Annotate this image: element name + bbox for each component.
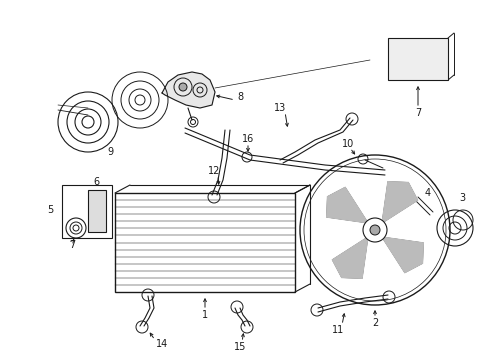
Polygon shape <box>332 237 368 278</box>
Text: 14: 14 <box>156 339 168 349</box>
Bar <box>88 190 106 232</box>
Text: 13: 13 <box>274 103 286 113</box>
Text: 12: 12 <box>208 166 220 176</box>
Text: 15: 15 <box>234 342 246 352</box>
Circle shape <box>179 83 187 91</box>
Polygon shape <box>382 182 417 223</box>
Text: 1: 1 <box>202 310 208 320</box>
Circle shape <box>370 225 380 235</box>
Text: 10: 10 <box>342 139 354 149</box>
Circle shape <box>363 218 387 242</box>
Text: 16: 16 <box>242 134 254 144</box>
Polygon shape <box>382 237 423 273</box>
Bar <box>62 185 112 238</box>
Text: 8: 8 <box>237 92 243 102</box>
Text: 6: 6 <box>93 177 99 187</box>
Text: 7: 7 <box>415 108 421 118</box>
Text: 2: 2 <box>372 318 378 328</box>
Bar <box>388 38 448 80</box>
Bar <box>115 193 295 292</box>
Text: 9: 9 <box>107 147 113 157</box>
Text: 5: 5 <box>47 205 53 215</box>
Polygon shape <box>327 188 368 223</box>
Text: 7: 7 <box>69 240 75 250</box>
Polygon shape <box>162 72 215 108</box>
Text: 4: 4 <box>425 188 431 198</box>
Text: 3: 3 <box>459 193 465 203</box>
Text: 11: 11 <box>332 325 344 335</box>
